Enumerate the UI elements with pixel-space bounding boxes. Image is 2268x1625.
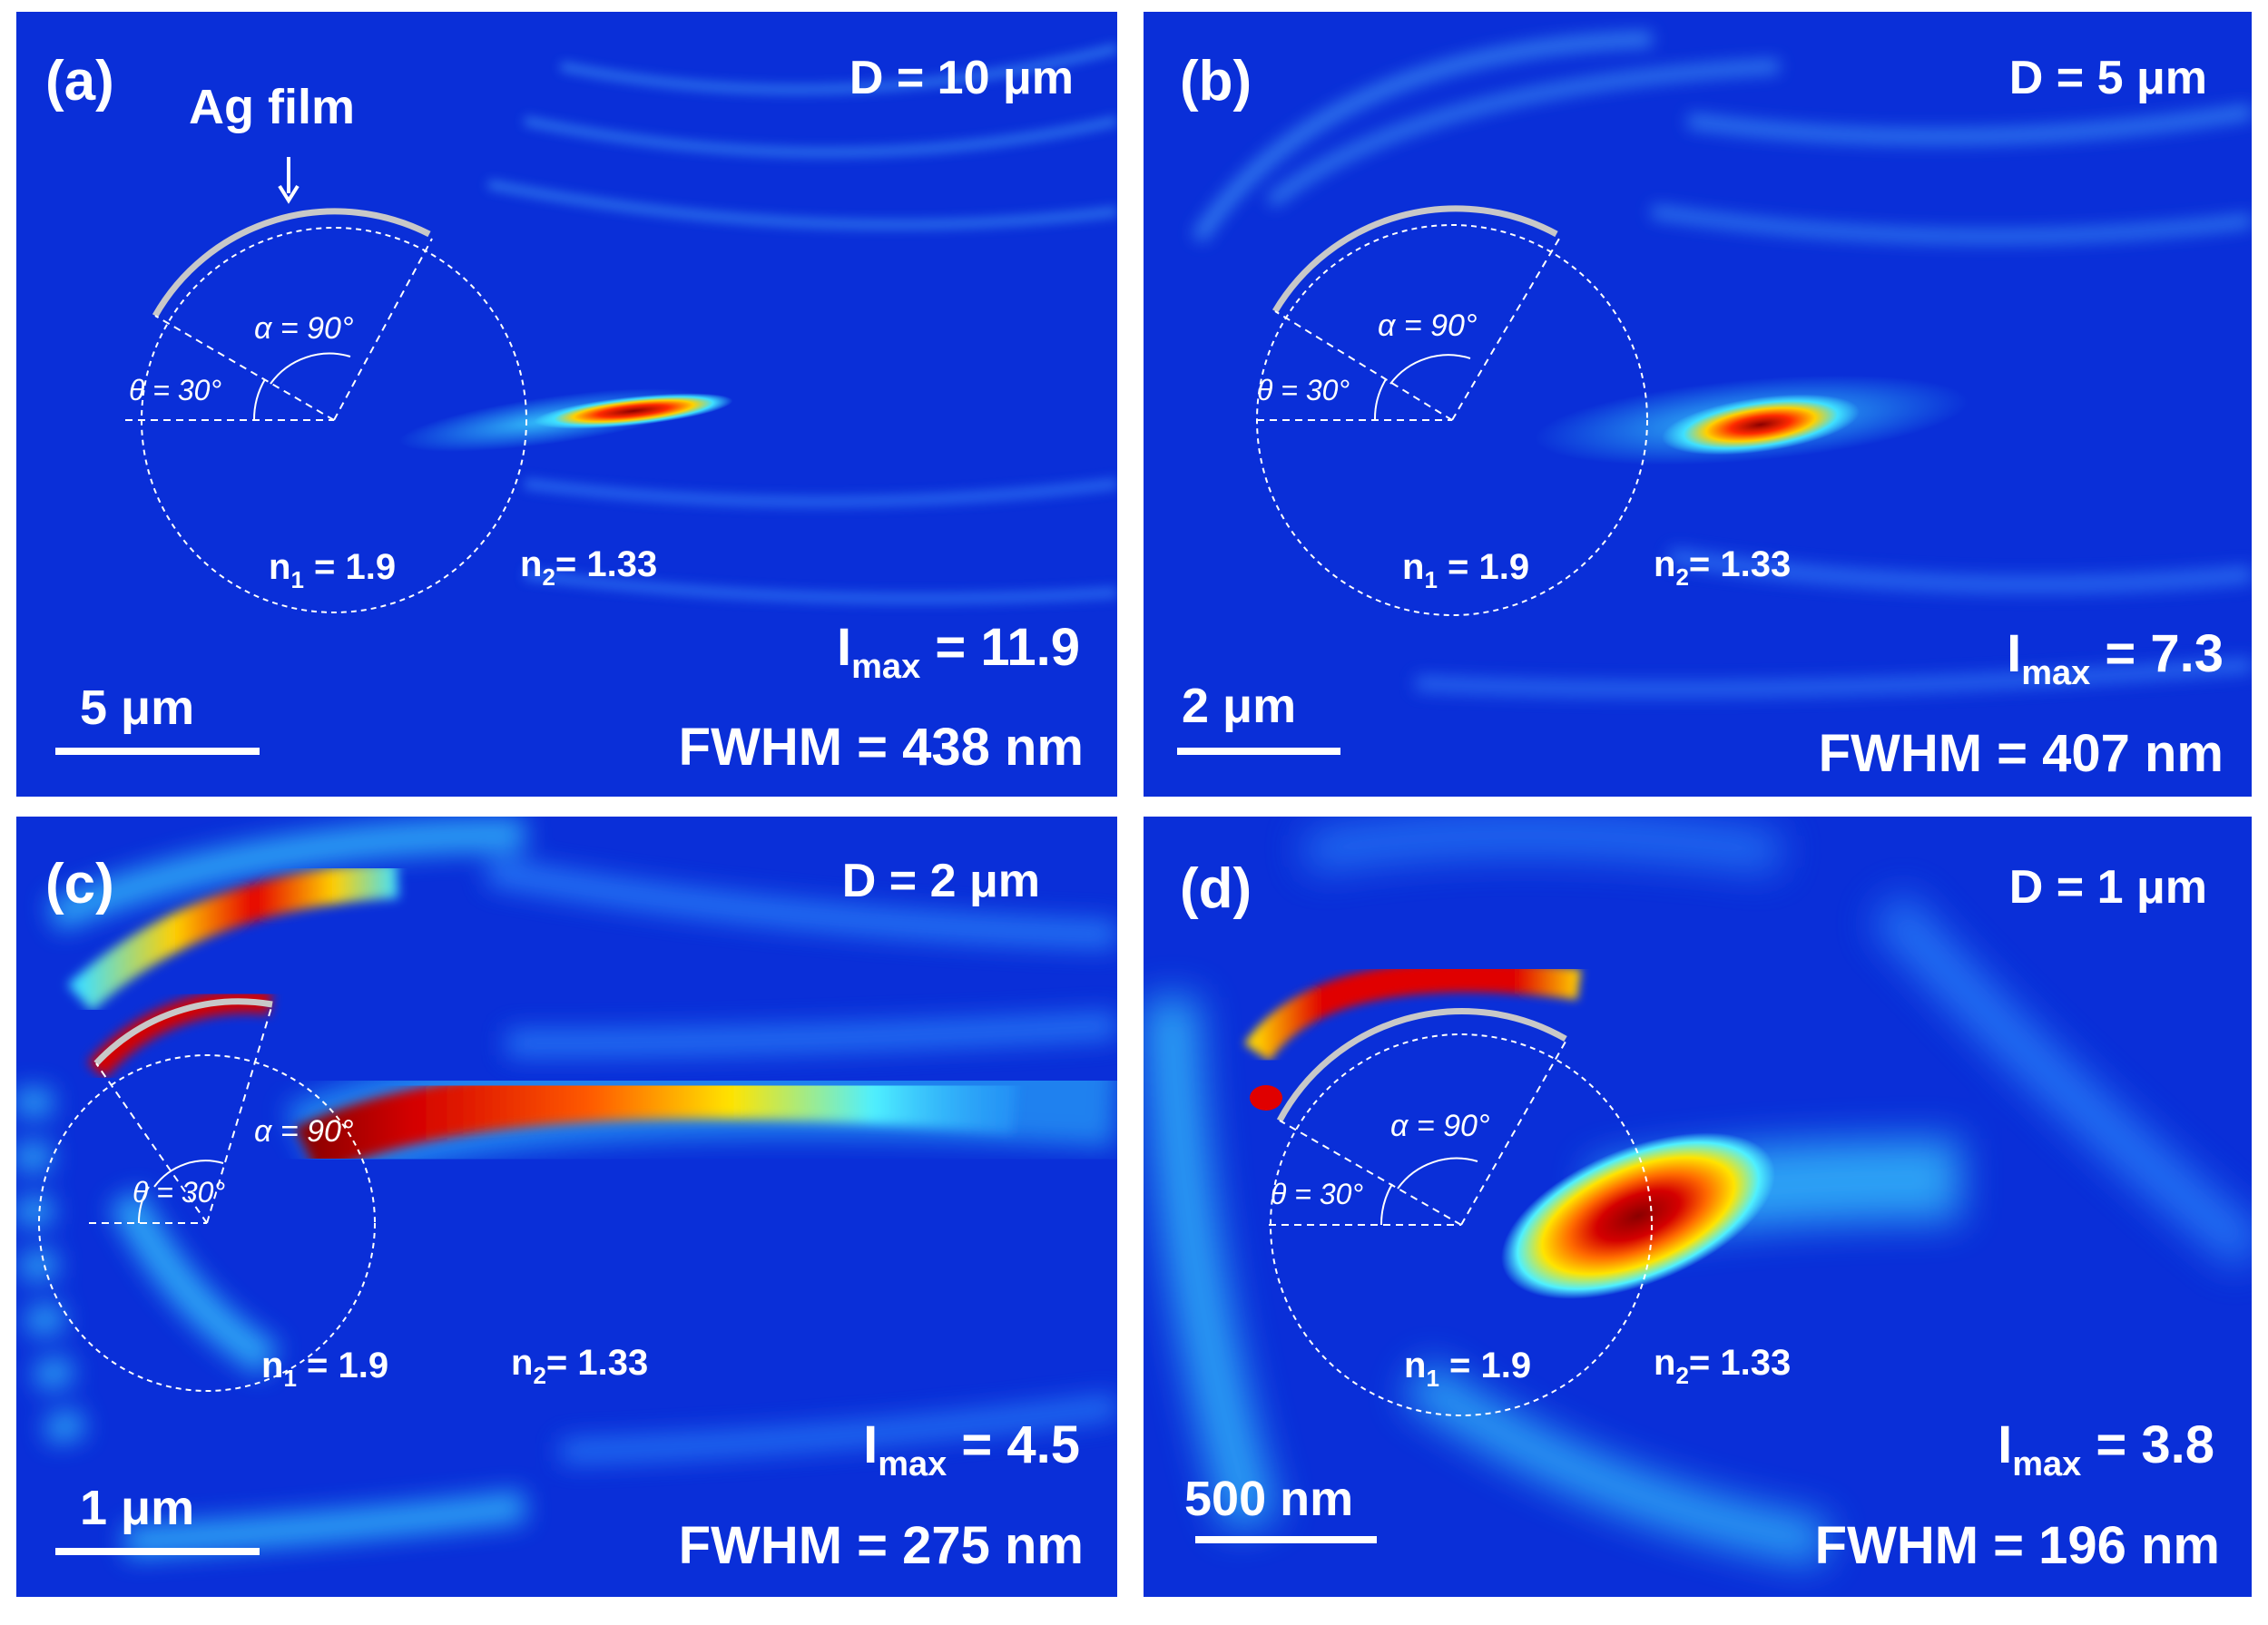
panel-d-alpha-arc xyxy=(1397,1157,1478,1189)
panel-d-imax: Imax = 3.8 xyxy=(1998,1415,2214,1483)
panel-c-label: (c) xyxy=(45,853,114,915)
panel-c-imax: Imax = 4.5 xyxy=(863,1415,1080,1483)
panel-b-scale-label: 2 μm xyxy=(1182,679,1296,733)
panel-d-n2-label: n2= 1.33 xyxy=(1654,1343,1791,1389)
panel-b-field-map: (b) D = 5 μm α = 90° θ = 30° n1 = 1.9 n2… xyxy=(1144,12,2252,797)
panel-d-ag-film xyxy=(1276,1008,1567,1122)
panel-b-alpha-arc xyxy=(1389,354,1471,385)
panel-d-n1-label: n1 = 1.9 xyxy=(1404,1346,1531,1392)
panel-d-theta-line xyxy=(1279,1120,1462,1226)
panel-c-n1-label: n1 = 1.9 xyxy=(261,1346,388,1392)
panel-c-background xyxy=(16,817,1117,1597)
panel-c: (c) D = 2 μm α = 90° θ = 30° n1 = 1.9 n2… xyxy=(16,817,1117,1597)
panel-a-n2-label: n2= 1.33 xyxy=(520,544,657,591)
panel-c-alpha-arc xyxy=(153,1160,224,1188)
panel-c-top-lobe xyxy=(67,862,398,1012)
panel-c-n2-label: n2= 1.33 xyxy=(511,1343,648,1389)
panel-a-focus-spot xyxy=(534,393,733,429)
panel-a-alpha-arc xyxy=(270,352,351,385)
panel-a-ag-film xyxy=(152,208,431,318)
panel-d-fwhm: FWHM = 196 nm xyxy=(1815,1516,2220,1575)
panel-a-theta-arc xyxy=(252,378,266,421)
panel-d-field-map: (d) D = 1 μm α = 90° θ = 30° n1 = 1.9 n2… xyxy=(1144,817,2252,1597)
panel-d-sphere-outline xyxy=(1270,1033,1653,1416)
panel-c-fwhm: FWHM = 275 nm xyxy=(679,1516,1084,1575)
panel-d-theta-arc xyxy=(1379,1183,1393,1226)
panel-b-ag-film xyxy=(1271,205,1558,313)
panel-d-focus-spot xyxy=(1501,1132,1775,1299)
panel-b-diameter: D = 5 μm xyxy=(2009,52,2207,104)
panel-c-theta-arc xyxy=(137,1186,150,1224)
panel-d-edge-hotspot xyxy=(1250,1085,1282,1111)
panel-b-scale-bar xyxy=(1177,748,1340,755)
panel-b-n2-label: n2= 1.33 xyxy=(1654,544,1791,591)
panel-a-alpha-line xyxy=(333,238,433,421)
panel-c-theta-line xyxy=(95,1062,208,1224)
panel-a-fringes xyxy=(487,44,1117,604)
panel-d-alpha-label: α = 90° xyxy=(1390,1109,1490,1143)
panel-c-scale-bar xyxy=(55,1548,260,1555)
panel-c-theta-label: θ = 30° xyxy=(133,1176,225,1209)
panel-b: (b) D = 5 μm α = 90° θ = 30° n1 = 1.9 n2… xyxy=(1144,12,2252,797)
panel-b-fwhm: FWHM = 407 nm xyxy=(1819,724,2224,783)
panel-b-theta-label: θ = 30° xyxy=(1257,374,1350,406)
panel-a-diameter: D = 10 μm xyxy=(849,52,1074,104)
panel-a-label: (a) xyxy=(45,50,114,113)
panel-a-theta-line xyxy=(154,315,335,421)
panel-a-scale-label: 5 μm xyxy=(80,680,194,735)
panel-a-field-map: (a) D = 10 μm Ag film α = 90° θ = 30° n1… xyxy=(16,12,1117,797)
panel-c-sphere-outline xyxy=(38,1054,376,1392)
panel-d-label: (d) xyxy=(1180,857,1252,920)
panel-c-fringes xyxy=(16,818,1117,1558)
panel-b-alpha-label: α = 90° xyxy=(1378,308,1478,343)
panel-b-label: (b) xyxy=(1180,50,1252,113)
panel-a-alpha-label: α = 90° xyxy=(254,311,354,346)
panel-d-alpha-line xyxy=(1460,1041,1566,1226)
panel-c-diameter: D = 2 μm xyxy=(842,855,1040,907)
panel-a: (a) D = 10 μm Ag film α = 90° θ = 30° n1… xyxy=(16,12,1117,797)
panel-d-theta-label: θ = 30° xyxy=(1271,1178,1363,1210)
panel-d-diameter: D = 1 μm xyxy=(2009,861,2207,914)
panel-c-ag-film xyxy=(93,998,273,1066)
panel-a-scale-bar xyxy=(55,748,260,755)
panel-d: (d) D = 1 μm α = 90° θ = 30° n1 = 1.9 n2… xyxy=(1144,817,2252,1597)
panel-c-scale-label: 1 μm xyxy=(80,1481,194,1535)
panel-a-theta-label: θ = 30° xyxy=(129,374,221,406)
panel-c-focus-beam xyxy=(294,1064,1017,1177)
panel-b-n1-label: n1 = 1.9 xyxy=(1402,547,1529,593)
panel-b-fringes xyxy=(1192,32,2252,697)
panel-d-top-lobe xyxy=(1243,961,1582,1062)
panel-b-theta-arc xyxy=(1373,378,1387,421)
panel-a-imax: Imax = 11.9 xyxy=(837,618,1080,686)
panel-b-imax: Imax = 7.3 xyxy=(2007,624,2224,692)
panel-c-field-map: (c) D = 2 μm α = 90° θ = 30° n1 = 1.9 n2… xyxy=(16,817,1117,1597)
panel-a-fwhm: FWHM = 438 nm xyxy=(679,718,1084,777)
panel-d-scale-bar xyxy=(1195,1536,1377,1543)
panel-b-alpha-line xyxy=(1451,238,1560,421)
panel-a-ag-film-label: Ag film xyxy=(189,80,355,134)
panel-d-scale-label: 500 nm xyxy=(1184,1472,1353,1526)
panel-c-alpha-label: α = 90° xyxy=(254,1114,354,1149)
panel-a-n1-label: n1 = 1.9 xyxy=(269,547,396,593)
panel-a-ag-arrowhead xyxy=(278,184,299,204)
panel-b-focus-spot xyxy=(1661,394,1861,455)
panel-b-theta-line xyxy=(1274,310,1453,421)
